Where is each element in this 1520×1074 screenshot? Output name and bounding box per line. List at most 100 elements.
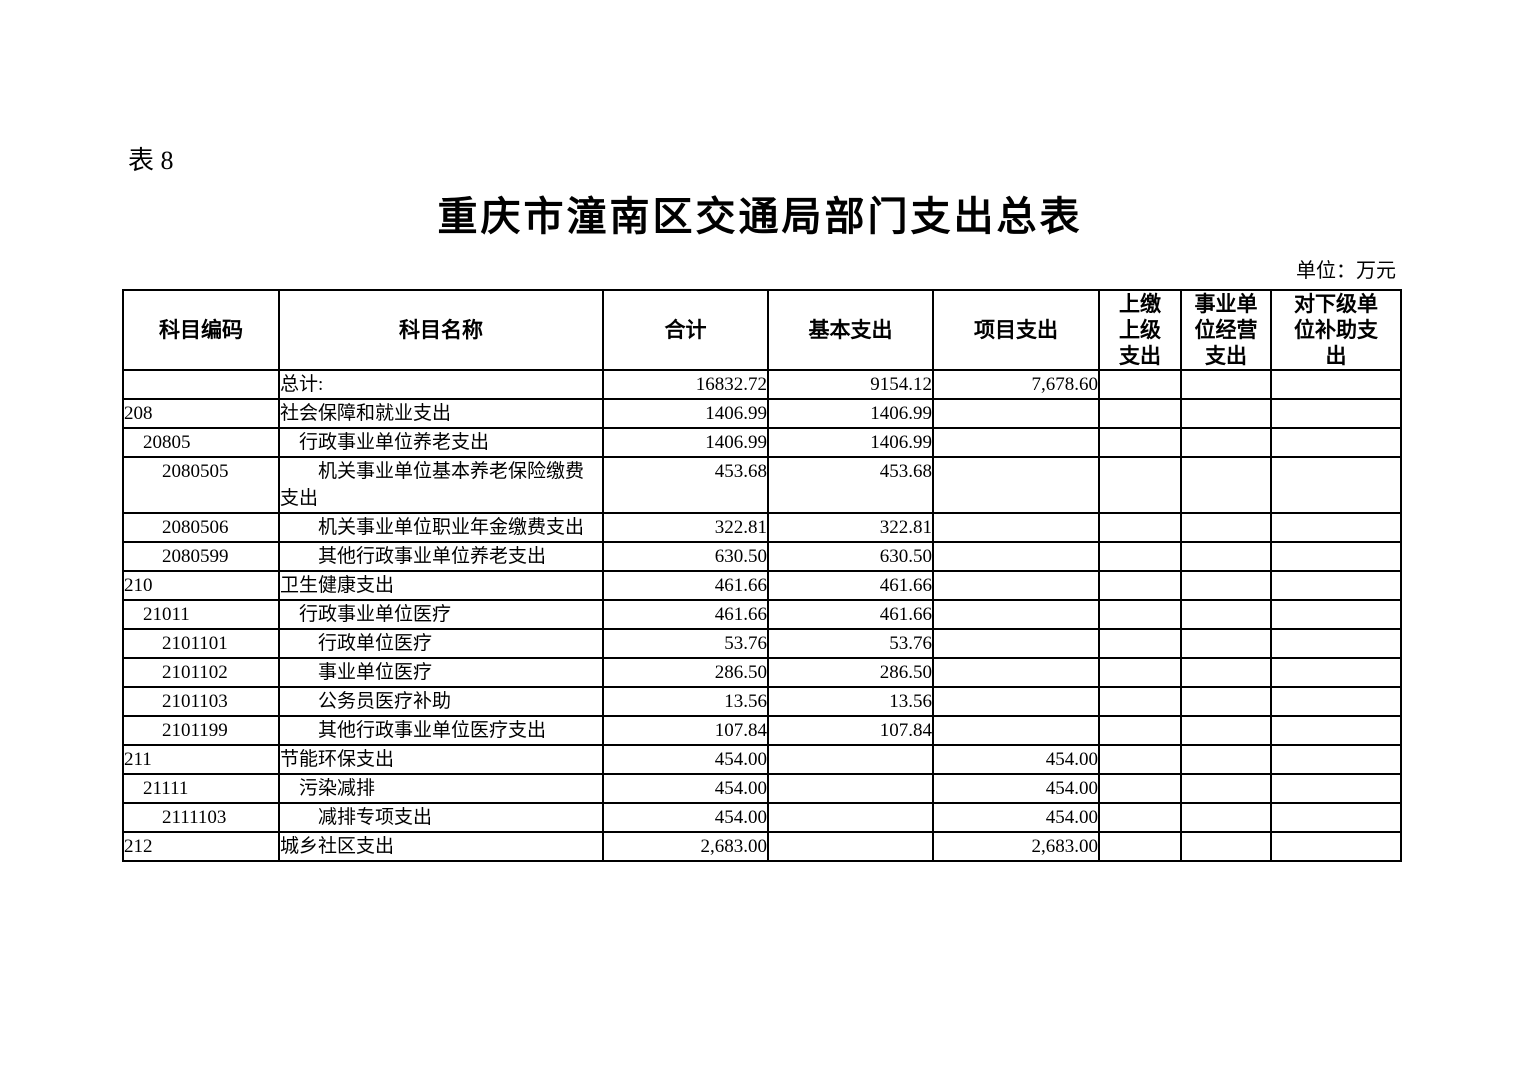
cell-name: 行政事业单位医疗 bbox=[278, 599, 604, 630]
table-row: 2101102 事业单位医疗 286.50 286.50 bbox=[122, 657, 1402, 688]
cell-code: 212 bbox=[122, 831, 280, 862]
cell-basic bbox=[767, 831, 934, 862]
cell-code: 2101102 bbox=[122, 657, 280, 688]
cell-total: 13.56 bbox=[602, 686, 769, 717]
table-row: 211 节能环保支出 454.00 454.00 bbox=[122, 744, 1402, 775]
table-row: 2101199 其他行政事业单位医疗支出 107.84 107.84 bbox=[122, 715, 1402, 746]
cell-upper bbox=[1098, 570, 1182, 601]
cell-business bbox=[1180, 744, 1272, 775]
cell-upper bbox=[1098, 599, 1182, 630]
cell-subsidy bbox=[1270, 686, 1402, 717]
cell-subsidy bbox=[1270, 715, 1402, 746]
cell-business bbox=[1180, 512, 1272, 543]
cell-total: 2,683.00 bbox=[602, 831, 769, 862]
table-row: 212 城乡社区支出 2,683.00 2,683.00 bbox=[122, 831, 1402, 862]
column-header-project: 项目支出 bbox=[932, 289, 1100, 371]
table-row: 2101101 行政单位医疗 53.76 53.76 bbox=[122, 628, 1402, 659]
cell-subsidy bbox=[1270, 744, 1402, 775]
cell-upper bbox=[1098, 831, 1182, 862]
cell-project bbox=[932, 599, 1100, 630]
cell-name: 机关事业单位职业年金缴费支出 bbox=[278, 512, 604, 543]
cell-upper bbox=[1098, 773, 1182, 804]
cell-project bbox=[932, 686, 1100, 717]
cell-subsidy bbox=[1270, 398, 1402, 429]
cell-basic: 9154.12 bbox=[767, 369, 934, 400]
cell-upper bbox=[1098, 686, 1182, 717]
cell-name: 行政单位医疗 bbox=[278, 628, 604, 659]
cell-basic: 461.66 bbox=[767, 599, 934, 630]
column-header-business: 事业单位经营支出 bbox=[1180, 289, 1272, 371]
cell-total: 322.81 bbox=[602, 512, 769, 543]
table-row: 208 社会保障和就业支出 1406.99 1406.99 bbox=[122, 398, 1402, 429]
cell-project bbox=[932, 512, 1100, 543]
cell-basic: 461.66 bbox=[767, 570, 934, 601]
cell-subsidy bbox=[1270, 628, 1402, 659]
table-row: 21111 污染减排 454.00 454.00 bbox=[122, 773, 1402, 804]
cell-code: 2101101 bbox=[122, 628, 280, 659]
cell-basic: 286.50 bbox=[767, 657, 934, 688]
cell-basic: 13.56 bbox=[767, 686, 934, 717]
cell-business bbox=[1180, 369, 1272, 400]
cell-code: 210 bbox=[122, 570, 280, 601]
cell-basic: 1406.99 bbox=[767, 427, 934, 458]
cell-project: 454.00 bbox=[932, 802, 1100, 833]
cell-basic: 53.76 bbox=[767, 628, 934, 659]
page-title: 重庆市潼南区交通局部门支出总表 bbox=[437, 194, 1083, 239]
cell-upper bbox=[1098, 427, 1182, 458]
cell-business bbox=[1180, 398, 1272, 429]
table-row: 2111103 减排专项支出 454.00 454.00 bbox=[122, 802, 1402, 833]
cell-business bbox=[1180, 599, 1272, 630]
cell-project: 7,678.60 bbox=[932, 369, 1100, 400]
cell-subsidy bbox=[1270, 512, 1402, 543]
cell-subsidy bbox=[1270, 802, 1402, 833]
cell-business bbox=[1180, 831, 1272, 862]
cell-project bbox=[932, 456, 1100, 514]
cell-project bbox=[932, 570, 1100, 601]
cell-total: 454.00 bbox=[602, 773, 769, 804]
cell-subsidy bbox=[1270, 773, 1402, 804]
cell-business bbox=[1180, 427, 1272, 458]
cell-basic bbox=[767, 773, 934, 804]
table-number-label: 表 8 bbox=[128, 146, 174, 175]
unit-note: 单位：万元 bbox=[1296, 260, 1396, 282]
cell-basic: 630.50 bbox=[767, 541, 934, 572]
cell-subsidy bbox=[1270, 831, 1402, 862]
cell-total: 107.84 bbox=[602, 715, 769, 746]
cell-basic: 1406.99 bbox=[767, 398, 934, 429]
cell-project: 454.00 bbox=[932, 744, 1100, 775]
cell-total: 53.76 bbox=[602, 628, 769, 659]
cell-name: 社会保障和就业支出 bbox=[278, 398, 604, 429]
cell-project bbox=[932, 657, 1100, 688]
table-row: 210 卫生健康支出 461.66 461.66 bbox=[122, 570, 1402, 601]
cell-code: 20805 bbox=[122, 427, 280, 458]
cell-upper bbox=[1098, 744, 1182, 775]
cell-name: 公务员医疗补助 bbox=[278, 686, 604, 717]
cell-upper bbox=[1098, 398, 1182, 429]
cell-project bbox=[932, 398, 1100, 429]
cell-name: 事业单位医疗 bbox=[278, 657, 604, 688]
cell-code: 21111 bbox=[122, 773, 280, 804]
cell-subsidy bbox=[1270, 570, 1402, 601]
cell-upper bbox=[1098, 512, 1182, 543]
cell-business bbox=[1180, 773, 1272, 804]
cell-code: 211 bbox=[122, 744, 280, 775]
cell-code: 21011 bbox=[122, 599, 280, 630]
table-header: 科目编码 科目名称 合计 基本支出 项目支出 上缴上级支出 事业单位经营支出 对下级单位补助支… bbox=[122, 289, 1402, 371]
cell-upper bbox=[1098, 541, 1182, 572]
cell-business bbox=[1180, 570, 1272, 601]
cell-project bbox=[932, 628, 1100, 659]
table-row: 2101103 公务员医疗补助 13.56 13.56 bbox=[122, 686, 1402, 717]
header-row: 科目编码 科目名称 合计 基本支出 项目支出 上缴上级支出 事业单位经营支出 对下级单位补助支… bbox=[122, 289, 1402, 371]
cell-name: 污染减排 bbox=[278, 773, 604, 804]
cell-code: 2080506 bbox=[122, 512, 280, 543]
cell-business bbox=[1180, 628, 1272, 659]
cell-business bbox=[1180, 657, 1272, 688]
cell-project bbox=[932, 541, 1100, 572]
cell-total: 16832.72 bbox=[602, 369, 769, 400]
cell-upper bbox=[1098, 657, 1182, 688]
cell-name: 节能环保支出 bbox=[278, 744, 604, 775]
cell-code: 2080505 bbox=[122, 456, 280, 514]
expenditure-table: 科目编码 科目名称 合计 基本支出 项目支出 上缴上级支出 事业单位经营支出 对下级单位补助支… bbox=[122, 289, 1402, 862]
cell-total: 286.50 bbox=[602, 657, 769, 688]
